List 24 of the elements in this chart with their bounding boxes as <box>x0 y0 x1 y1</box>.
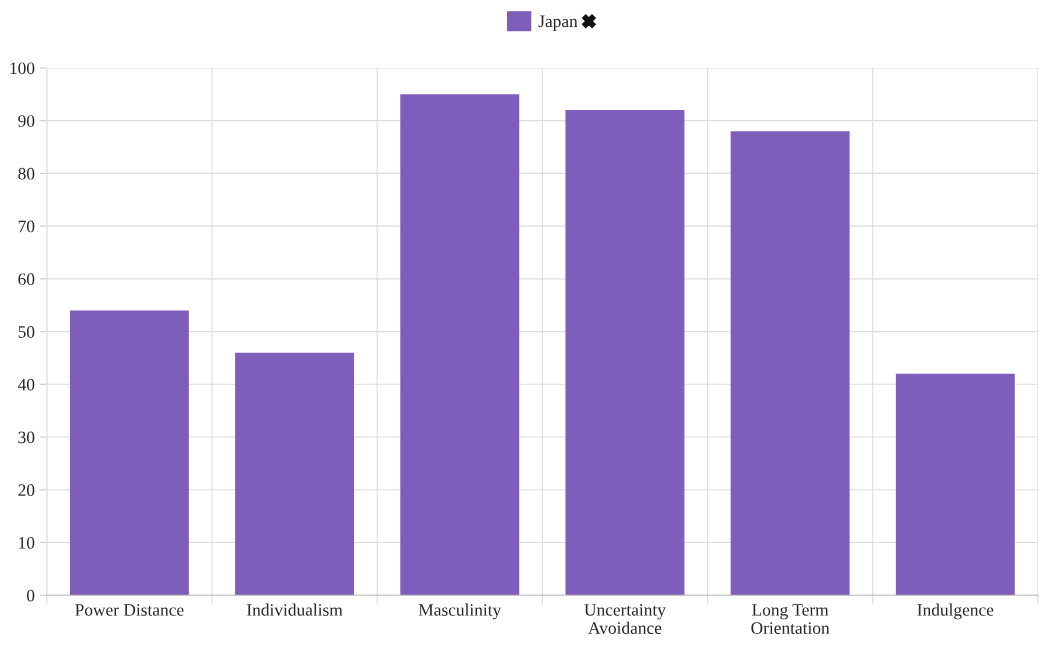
y-tick-label: 100 <box>10 62 35 75</box>
y-tick-label: 50 <box>18 326 35 338</box>
y-tick-label: 80 <box>18 167 35 180</box>
bar <box>235 352 355 596</box>
bar <box>69 310 189 596</box>
x-tick-label: Long Term Orientation <box>751 604 830 634</box>
y-tick-label: 90 <box>18 115 35 127</box>
x-tick-label: Individualism <box>246 603 343 616</box>
y-tick-label: 30 <box>18 431 35 444</box>
y-tick-label: 20 <box>18 484 35 496</box>
y-tick-label: 0 <box>26 589 35 602</box>
y-tick-label: 40 <box>17 378 35 391</box>
legend-label: Japan <box>538 15 578 31</box>
x-tick-label: Power Distance <box>75 604 184 616</box>
x-tick-label: Masculinity <box>418 603 502 620</box>
y-tick-label: 10 <box>19 536 35 549</box>
x-tick-label: Uncertainty Avoidance <box>584 604 666 634</box>
bar <box>400 94 520 596</box>
bar <box>730 131 850 596</box>
x-tick-label: Indulgence <box>917 603 994 620</box>
y-tick-label: 60 <box>18 273 35 286</box>
bar <box>565 110 685 596</box>
bar <box>895 373 1015 596</box>
y-tick-label: 70 <box>18 220 35 233</box>
